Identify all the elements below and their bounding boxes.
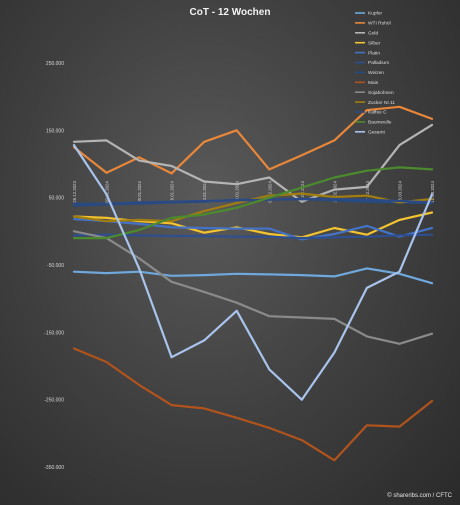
- series-line-kaffee-c: [72, 197, 434, 205]
- legend-label: Zucker Nr.11: [368, 100, 395, 106]
- series-line-sojabohnen: [72, 230, 434, 345]
- x-tick-label: 05.03.2024: [397, 181, 402, 203]
- x-tick-label: 12.03.2024: [430, 181, 435, 203]
- x-tick-label: 26.12.2023: [72, 181, 77, 203]
- x-tick-label: 16.01.2024: [170, 181, 175, 203]
- series-line-gesamt: [72, 144, 434, 401]
- legend-label: Baumwolle: [368, 120, 392, 126]
- series-line-platin: [72, 218, 434, 241]
- y-tick-label: 50.000: [49, 196, 65, 202]
- series-layer: [72, 105, 434, 462]
- series-line-zucker-nr-11: [72, 192, 434, 223]
- x-tick-label: 27.02.2024: [365, 181, 370, 203]
- x-axis: 26.12.2023 02.01.2024 09.01.2024 16.01.2024…: [72, 181, 435, 203]
- legend-label: Sojabohnen: [368, 90, 394, 96]
- legend-label: Mais: [368, 80, 379, 86]
- x-tick-label: 06.02.2024: [267, 181, 272, 203]
- legend-label: Weizen: [368, 70, 384, 76]
- y-tick-label: -350.000: [44, 465, 64, 471]
- y-tick-label: -250.000: [44, 398, 64, 404]
- x-tick-label: 23.01.2024: [202, 181, 207, 203]
- legend-label: WTI Rohöl: [368, 21, 391, 27]
- y-tick-label: -50.000: [47, 263, 64, 269]
- x-tick-label: 13.02.2024: [300, 181, 305, 203]
- x-tick-label: 20.02.2024: [332, 181, 337, 203]
- x-tick-label: 09.01.2024: [137, 181, 142, 203]
- chart-title: CoT - 12 Wochen: [190, 7, 271, 18]
- legend: Kupfer WTI Rohöl Gold Silber Platin Palladium…: [355, 11, 395, 136]
- legend-label: Gold: [368, 31, 378, 37]
- x-tick-label: 02.01.2024: [105, 181, 110, 203]
- source-credit: © shareribs.com / CFTC: [387, 492, 452, 499]
- legend-label: Platin: [368, 50, 380, 56]
- series-line-baumwolle: [72, 166, 434, 240]
- series-line-kupfer: [72, 267, 434, 285]
- series-line-palladium: [72, 233, 434, 240]
- legend-label: Gesamt: [368, 130, 385, 136]
- legend-label: Palladium: [368, 60, 389, 66]
- legend-label: Silber: [368, 40, 381, 46]
- y-tick-label: 150.000: [46, 128, 64, 134]
- series-line-gold: [72, 123, 434, 203]
- y-tick-label: 250.000: [46, 61, 64, 67]
- series-line-mais: [72, 347, 434, 462]
- y-tick-label: -150.000: [44, 330, 64, 336]
- series-line-wti-roh-l: [72, 105, 434, 175]
- legend-label: Kupfer: [368, 11, 383, 17]
- legend-label: Kaffee C: [368, 110, 387, 116]
- x-tick-label: 30.01.2024: [235, 181, 240, 203]
- y-axis: 250.000 150.000 50.000 -50.000 -150.000 -250.…: [44, 61, 64, 471]
